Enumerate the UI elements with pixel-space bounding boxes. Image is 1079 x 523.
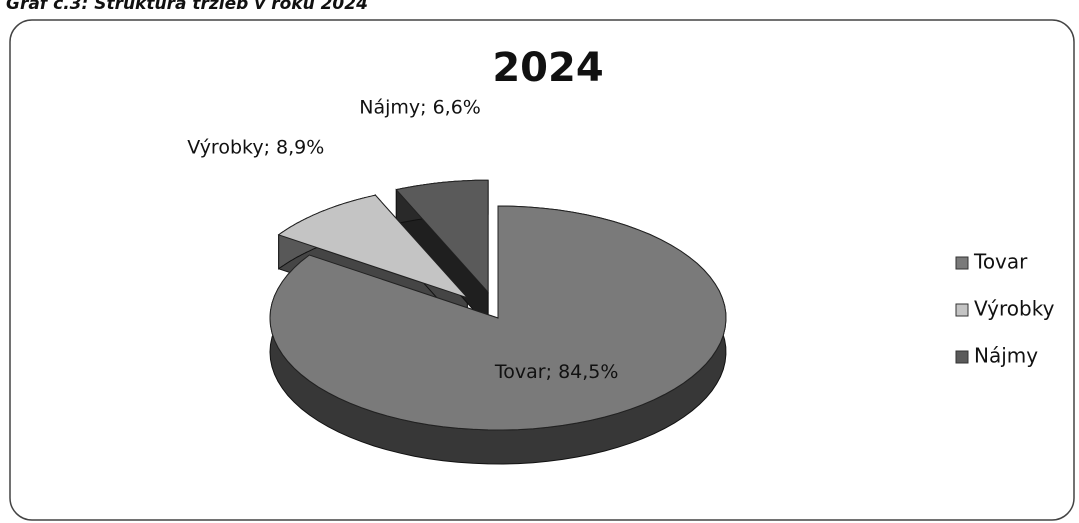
slice bbox=[269, 205, 727, 431]
chart-frame bbox=[9, 19, 1075, 521]
data-label: Nájmy; 6,6% bbox=[359, 97, 481, 119]
legend-label: Nájmy bbox=[974, 344, 1038, 368]
legend-label: Výrobky bbox=[974, 297, 1055, 321]
data-label: Výrobky; 8,9% bbox=[187, 136, 324, 158]
caption: Graf č.3: Štruktúra tržieb v roku 2024 bbox=[6, 0, 368, 14]
slice bbox=[395, 179, 489, 294]
slice bbox=[277, 194, 469, 299]
chart-title: 2024 bbox=[492, 45, 603, 91]
legend-swatch bbox=[955, 303, 969, 317]
legend-label: Tovar bbox=[973, 250, 1028, 274]
legend-swatch bbox=[955, 350, 969, 364]
data-label: Tovar; 84,5% bbox=[494, 361, 619, 383]
legend-swatch bbox=[955, 256, 969, 270]
